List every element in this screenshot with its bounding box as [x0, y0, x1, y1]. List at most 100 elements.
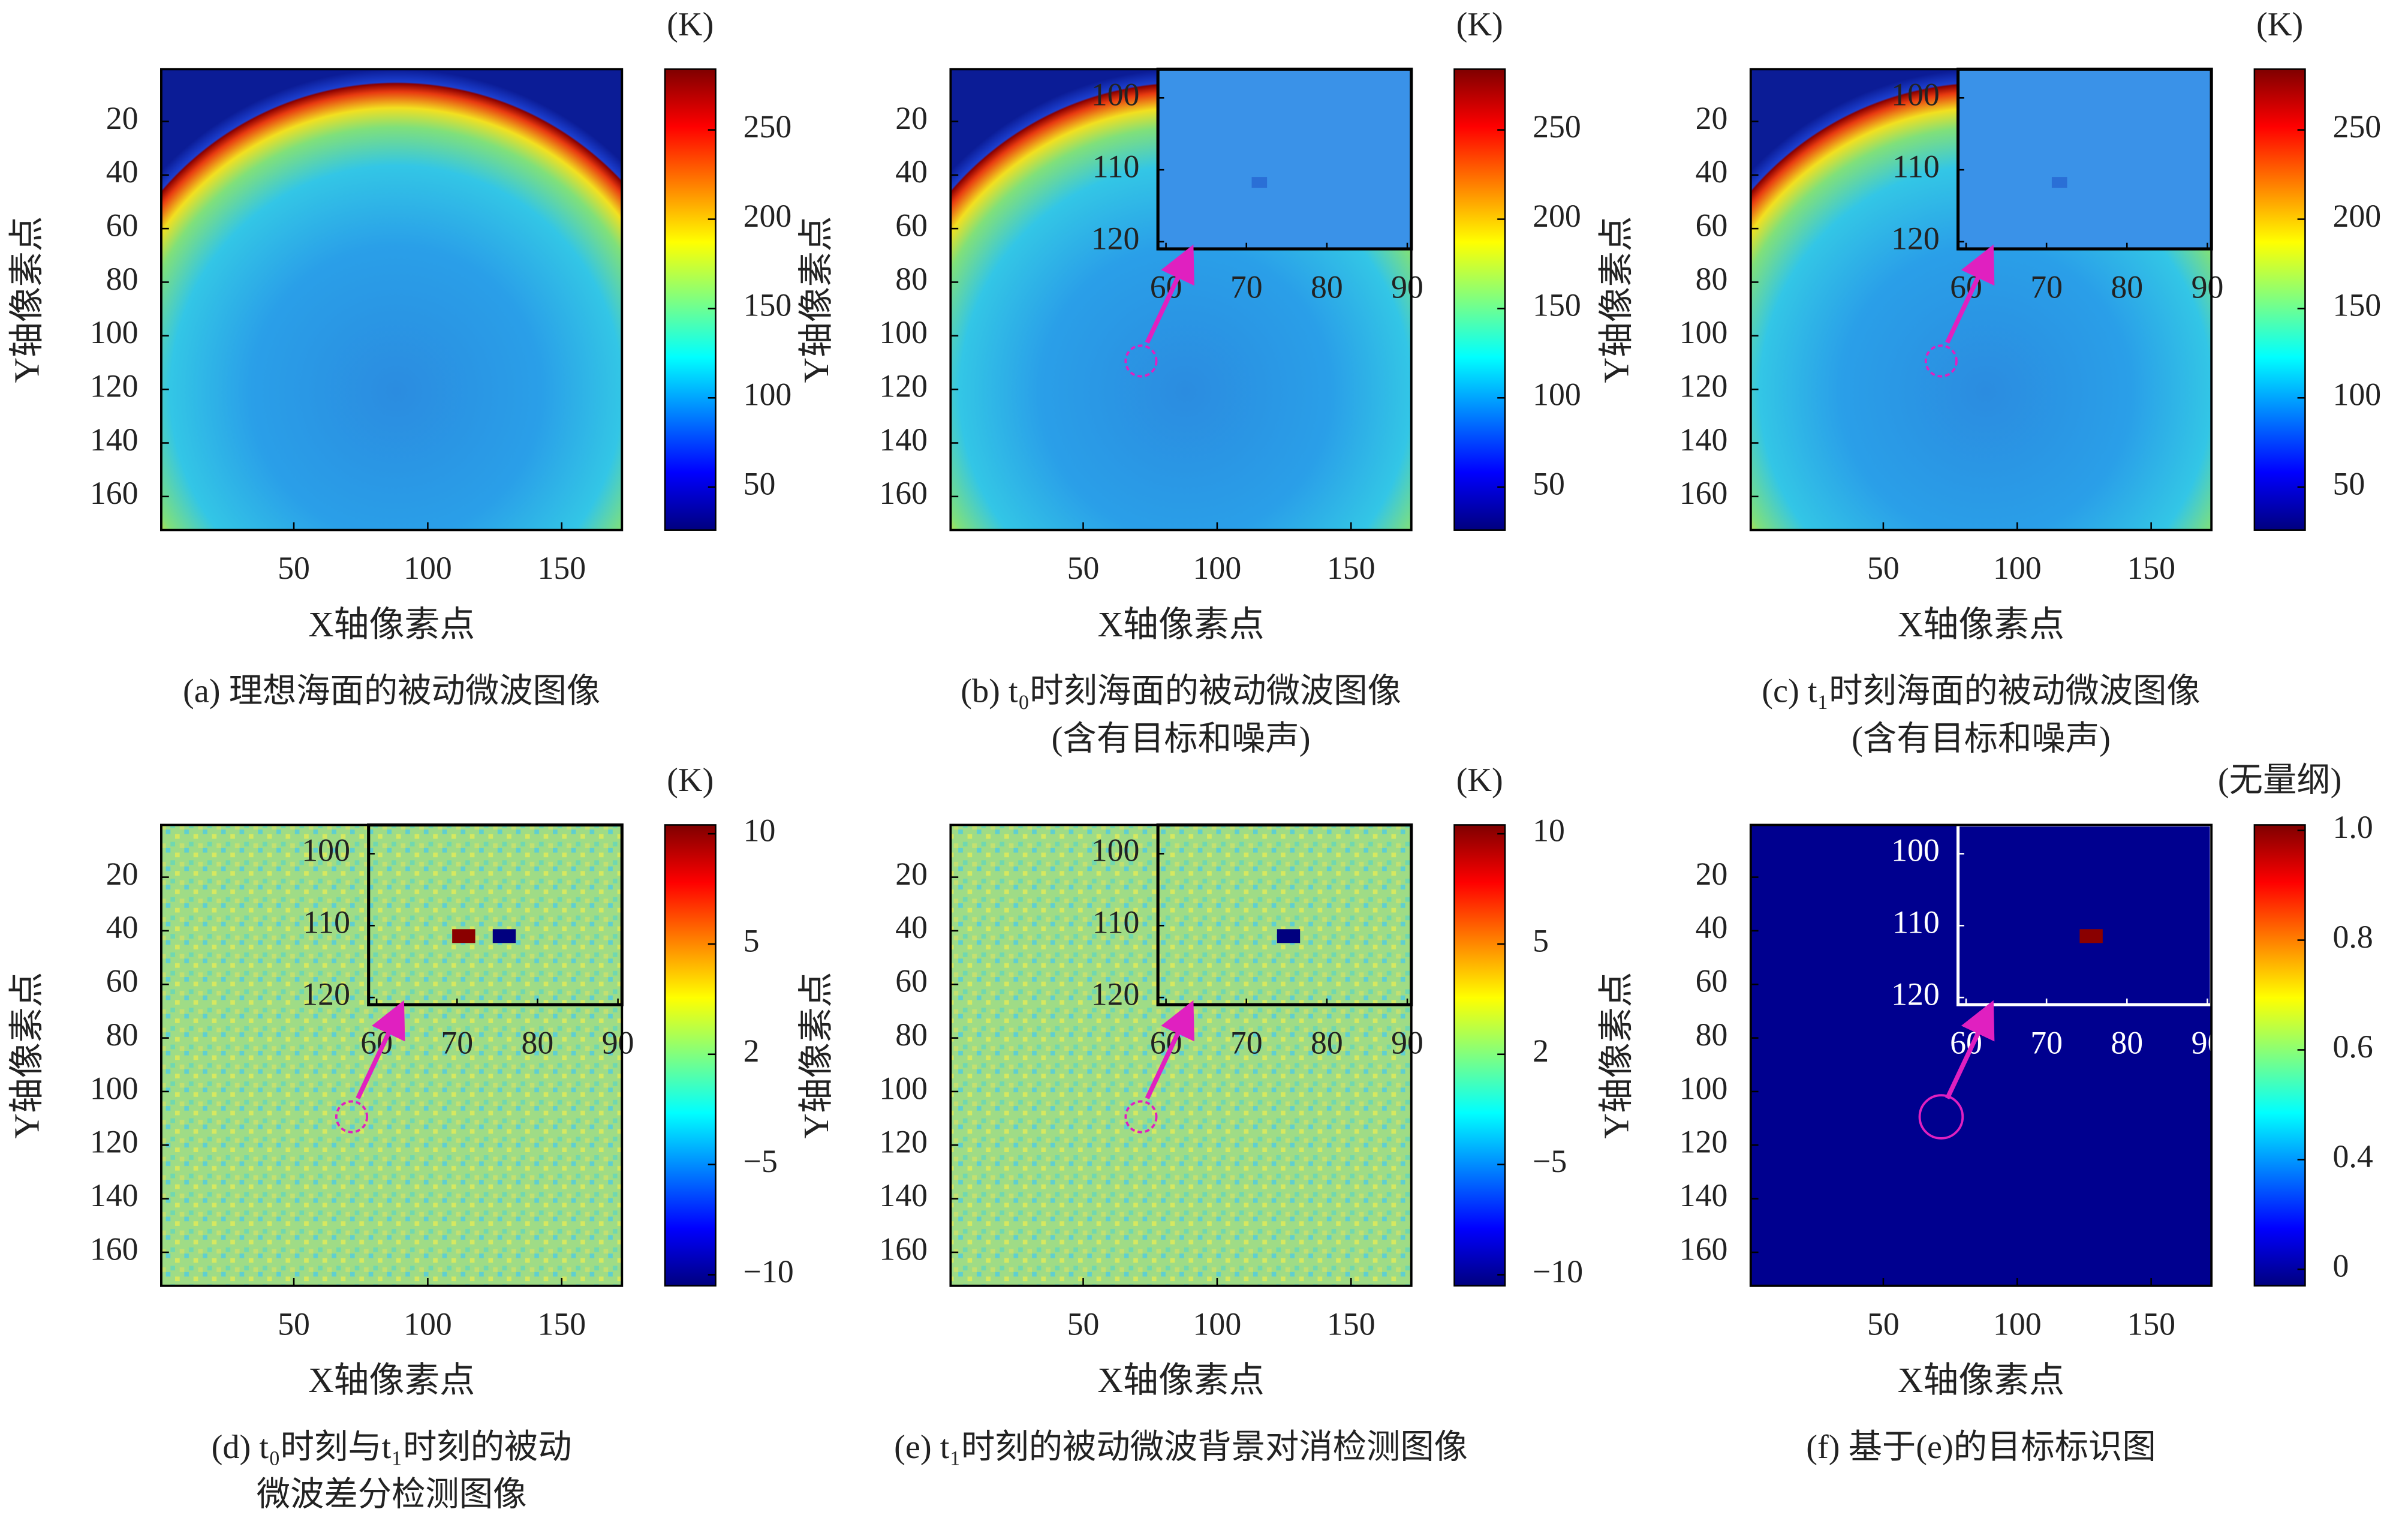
y-tick-label: 40	[895, 909, 928, 945]
inset-x-tick-label: 90	[2192, 269, 2224, 305]
caption: (e) t₁时刻的被动微波背景对消检测图像	[894, 1429, 1468, 1466]
caption: (含有目标和噪声)	[1852, 720, 2111, 758]
inset-x-tick-label: 80	[1311, 1025, 1343, 1061]
y-tick-label: 160	[879, 1231, 928, 1267]
y-tick-label: 20	[895, 856, 928, 892]
plot-frame	[1749, 68, 2213, 531]
pointer-arrow	[1145, 244, 1194, 344]
colorbar-tick-label: 1.0	[2333, 809, 2373, 845]
inset-x-tick-label: 80	[2111, 1025, 2143, 1061]
y-axis-label: Y轴像素点	[797, 972, 836, 1139]
y-tick-label: 80	[1696, 1017, 1728, 1053]
x-tick-label: 150	[2127, 1306, 2175, 1342]
colorbar	[1453, 824, 1506, 1287]
colorbar	[664, 68, 717, 531]
colorbar-unit: (K)	[667, 762, 714, 799]
target-spot	[1251, 177, 1268, 188]
colorbar	[2253, 68, 2306, 531]
colorbar	[1453, 68, 1506, 531]
target-spot	[492, 929, 516, 943]
inset-y-tick-label: 100	[1891, 832, 1940, 868]
colorbar-tick-label: 0.4	[2333, 1138, 2373, 1174]
inset-y-tick-label: 100	[1091, 77, 1140, 113]
inset-y-tick-label: 120	[1891, 976, 1940, 1012]
colorbar-unit: (K)	[1456, 6, 1503, 43]
y-tick-label: 100	[1679, 1070, 1728, 1106]
x-tick-label: 50	[1067, 550, 1100, 586]
caption: (a) 理想海面的被动微波图像	[183, 673, 600, 710]
y-tick-label: 120	[90, 1124, 139, 1160]
y-axis-label: Y轴像素点	[1597, 972, 1636, 1139]
x-tick-label: 100	[1993, 1306, 2042, 1342]
inset-y-tick-label: 100	[1091, 832, 1140, 868]
colorbar-tick-label: 100	[1533, 377, 1581, 413]
x-tick-label: 100	[1193, 1306, 1242, 1342]
colorbar-tick-label: 0.6	[2333, 1029, 2373, 1065]
inset-image	[1956, 823, 2213, 1006]
x-axis-label: X轴像素点	[1898, 1361, 2064, 1400]
inset-x-tick-label: 70	[441, 1025, 473, 1061]
inset-y-tick-label: 110	[1892, 904, 1940, 940]
x-tick-label: 50	[1867, 1306, 1900, 1342]
colorbar-tick-label: −5	[744, 1143, 778, 1179]
y-tick-label: 60	[106, 963, 139, 999]
colorbar-tick-label: 50	[744, 466, 776, 502]
target-circle	[1124, 1100, 1158, 1134]
x-axis-label: X轴像素点	[308, 605, 475, 644]
inset-image	[367, 823, 624, 1006]
colorbar-unit: (K)	[2256, 6, 2303, 43]
y-tick-label: 40	[1696, 909, 1728, 945]
x-tick-label: 50	[1067, 1306, 1100, 1342]
target-circle	[1924, 344, 1958, 378]
x-axis-label: X轴像素点	[308, 1361, 475, 1400]
y-tick-label: 120	[1679, 1124, 1728, 1160]
y-axis-label: Y轴像素点	[1597, 216, 1636, 383]
y-tick-label: 140	[1679, 422, 1728, 458]
y-tick-label: 80	[1696, 261, 1728, 297]
inset-y-tick-label: 110	[1892, 148, 1940, 184]
y-tick-label: 60	[1696, 963, 1728, 999]
inset-image	[1156, 823, 1413, 1006]
y-tick-label: 80	[106, 261, 139, 297]
inset-y-tick-label: 100	[302, 832, 350, 868]
x-tick-label: 150	[1327, 550, 1375, 586]
x-tick-label: 100	[404, 550, 452, 586]
pointer-arrow	[1945, 244, 1995, 344]
y-tick-label: 160	[90, 1231, 139, 1267]
x-tick-label: 50	[278, 550, 310, 586]
y-tick-label: 160	[1679, 475, 1728, 511]
colorbar-unit: (K)	[1456, 762, 1503, 799]
y-axis-label: Y轴像素点	[797, 216, 836, 383]
y-tick-label: 80	[895, 261, 928, 297]
y-tick-label: 40	[106, 154, 139, 190]
y-tick-label: 20	[1696, 100, 1728, 136]
colorbar-tick-label: 250	[1533, 109, 1581, 145]
x-tick-label: 150	[1327, 1306, 1375, 1342]
x-axis-label: X轴像素点	[1898, 605, 2064, 644]
y-axis-label: Y轴像素点	[8, 972, 47, 1139]
colorbar-tick-label: 5	[744, 922, 760, 958]
colorbar-tick-label: 2	[1533, 1033, 1549, 1069]
y-tick-label: 60	[895, 207, 928, 243]
colorbar-tick-label: −5	[1533, 1143, 1567, 1179]
inset-x-tick-label: 80	[2111, 269, 2143, 305]
x-tick-label: 50	[1867, 550, 1900, 586]
target-circle	[1918, 1094, 1964, 1140]
y-tick-label: 120	[879, 368, 928, 404]
pointer-arrow	[356, 1000, 405, 1099]
y-tick-label: 60	[1696, 207, 1728, 243]
y-tick-label: 40	[1696, 154, 1728, 190]
colorbar-tick-label: 200	[1533, 198, 1581, 234]
target-spot	[2079, 929, 2103, 943]
caption: (d) t₀时刻与t₁时刻的被动	[212, 1429, 572, 1466]
inset-x-tick-label: 80	[1311, 269, 1343, 305]
y-tick-label: 140	[90, 1177, 139, 1213]
target-circle	[1124, 344, 1158, 378]
caption: (含有目标和噪声)	[1052, 720, 1311, 758]
colorbar-tick-label: 150	[1533, 287, 1581, 323]
y-tick-label: 120	[879, 1124, 928, 1160]
inset-image	[1156, 67, 1413, 251]
y-tick-label: 20	[1696, 856, 1728, 892]
inset-y-tick-label: 110	[303, 904, 350, 940]
inset-x-tick-label: 70	[2030, 269, 2063, 305]
